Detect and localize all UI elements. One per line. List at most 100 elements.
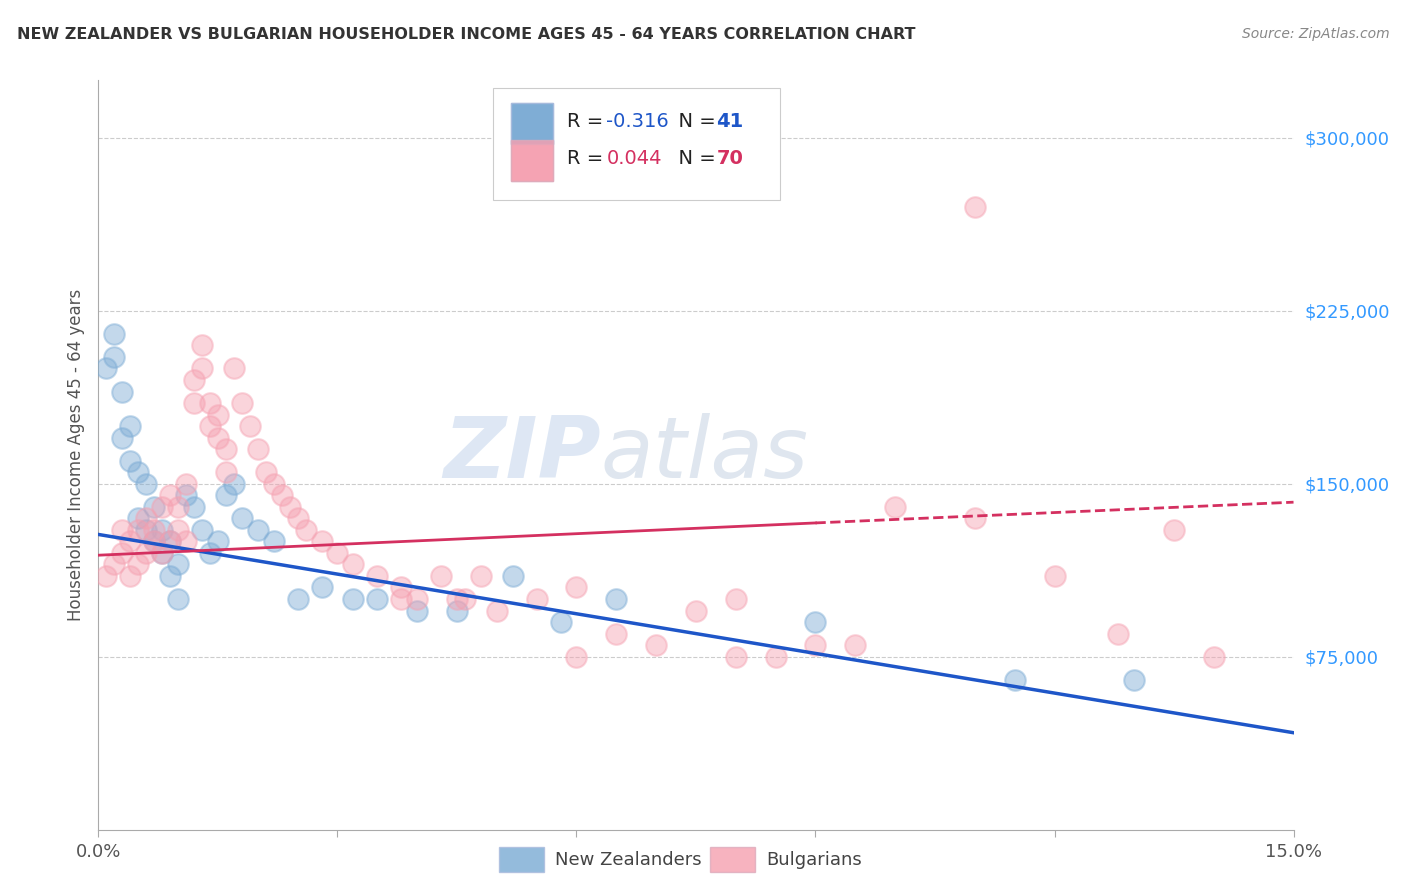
Point <box>150 546 173 560</box>
Point <box>127 558 149 572</box>
Point <box>406 592 429 607</box>
Point <box>135 476 157 491</box>
Point <box>207 408 229 422</box>
Point <box>287 592 309 607</box>
Point <box>804 638 827 652</box>
Point <box>1123 673 1146 687</box>
Point <box>150 523 173 537</box>
Point <box>159 488 181 502</box>
Point <box>963 200 986 214</box>
Point <box>127 511 149 525</box>
Point <box>550 615 572 629</box>
Point <box>198 396 221 410</box>
Point <box>191 361 214 376</box>
Point <box>111 384 134 399</box>
Point <box>143 523 166 537</box>
Point <box>311 581 333 595</box>
Point <box>485 603 508 617</box>
Text: N =: N = <box>666 112 723 131</box>
Point <box>191 338 214 352</box>
Point <box>724 649 747 664</box>
Point <box>406 603 429 617</box>
Point <box>765 649 787 664</box>
Point <box>222 361 245 376</box>
Point <box>1004 673 1026 687</box>
Point <box>231 396 253 410</box>
Point <box>143 534 166 549</box>
Point <box>167 558 190 572</box>
Point <box>215 488 238 502</box>
Point <box>1043 569 1066 583</box>
Point <box>127 465 149 479</box>
Point <box>446 603 468 617</box>
Point <box>215 465 238 479</box>
Point <box>120 534 142 549</box>
Text: NEW ZEALANDER VS BULGARIAN HOUSEHOLDER INCOME AGES 45 - 64 YEARS CORRELATION CHA: NEW ZEALANDER VS BULGARIAN HOUSEHOLDER I… <box>17 27 915 42</box>
Point <box>239 419 262 434</box>
FancyBboxPatch shape <box>510 140 553 181</box>
Point <box>103 326 125 341</box>
Point <box>167 592 190 607</box>
Point <box>804 615 827 629</box>
Point <box>96 361 118 376</box>
Point <box>526 592 548 607</box>
Point <box>884 500 907 514</box>
Point <box>111 523 134 537</box>
Point <box>120 569 142 583</box>
Text: New Zealanders: New Zealanders <box>555 851 702 869</box>
Point <box>454 592 477 607</box>
Point <box>470 569 492 583</box>
Point <box>198 546 221 560</box>
Point <box>231 511 253 525</box>
Point <box>159 534 181 549</box>
Text: atlas: atlas <box>600 413 808 497</box>
Text: ZIP: ZIP <box>443 413 600 497</box>
Point <box>366 592 388 607</box>
Point <box>565 581 588 595</box>
Point <box>174 488 197 502</box>
Point <box>311 534 333 549</box>
Point <box>143 500 166 514</box>
Point <box>96 569 118 583</box>
Point <box>326 546 349 560</box>
Point <box>724 592 747 607</box>
Point <box>1202 649 1225 664</box>
Point <box>215 442 238 457</box>
Point <box>183 500 205 514</box>
Text: 70: 70 <box>716 150 744 169</box>
Point <box>287 511 309 525</box>
Point <box>207 534 229 549</box>
Text: R =: R = <box>567 150 609 169</box>
Point <box>159 569 181 583</box>
Point <box>143 534 166 549</box>
Point <box>167 523 190 537</box>
Point <box>294 523 316 537</box>
Point <box>135 523 157 537</box>
Point <box>342 558 364 572</box>
FancyBboxPatch shape <box>510 103 553 144</box>
FancyBboxPatch shape <box>494 87 780 200</box>
Point <box>111 431 134 445</box>
Point <box>446 592 468 607</box>
Point <box>167 500 190 514</box>
Point <box>502 569 524 583</box>
Text: 0.044: 0.044 <box>606 150 662 169</box>
Text: R =: R = <box>567 112 609 131</box>
Point <box>278 500 301 514</box>
Text: -0.316: -0.316 <box>606 112 669 131</box>
Point <box>135 511 157 525</box>
Point <box>605 592 627 607</box>
Point <box>183 373 205 387</box>
Point <box>150 500 173 514</box>
Point <box>191 523 214 537</box>
Text: 41: 41 <box>716 112 744 131</box>
Point <box>254 465 277 479</box>
Point <box>150 546 173 560</box>
Text: N =: N = <box>666 150 723 169</box>
Point <box>127 523 149 537</box>
Point <box>174 476 197 491</box>
Point <box>263 476 285 491</box>
Point <box>430 569 453 583</box>
Point <box>183 396 205 410</box>
Point <box>389 592 412 607</box>
